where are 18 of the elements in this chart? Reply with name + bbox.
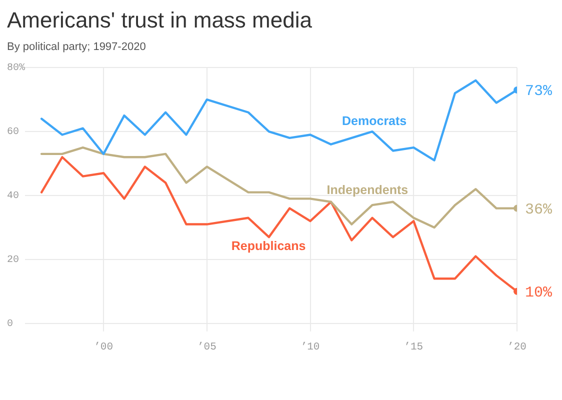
chart-title: Americans' trust in mass media	[7, 7, 313, 32]
data-label: 10%	[525, 284, 554, 302]
data-label: 36%	[525, 201, 554, 218]
x-tick-label: ’15	[404, 341, 424, 354]
series-label: Republicans	[231, 239, 306, 254]
y-tick-label: 40	[7, 191, 20, 202]
series-label: Democrats	[342, 114, 407, 128]
series-label: Independents	[326, 182, 408, 197]
chart-subtitle: By political party; 1997-2020	[7, 41, 146, 54]
x-tick-label: ’00	[94, 341, 114, 354]
y-tick-label: 60	[7, 127, 20, 138]
y-tick-label: 0	[7, 319, 14, 330]
data-label: 73%	[525, 82, 554, 100]
x-tick-label: ’10	[300, 341, 320, 354]
y-tick-label: 80%	[7, 63, 26, 74]
x-tick-label: ’20	[508, 341, 526, 354]
x-tick-label: ’05	[197, 341, 216, 354]
y-tick-label: 20	[7, 255, 20, 266]
